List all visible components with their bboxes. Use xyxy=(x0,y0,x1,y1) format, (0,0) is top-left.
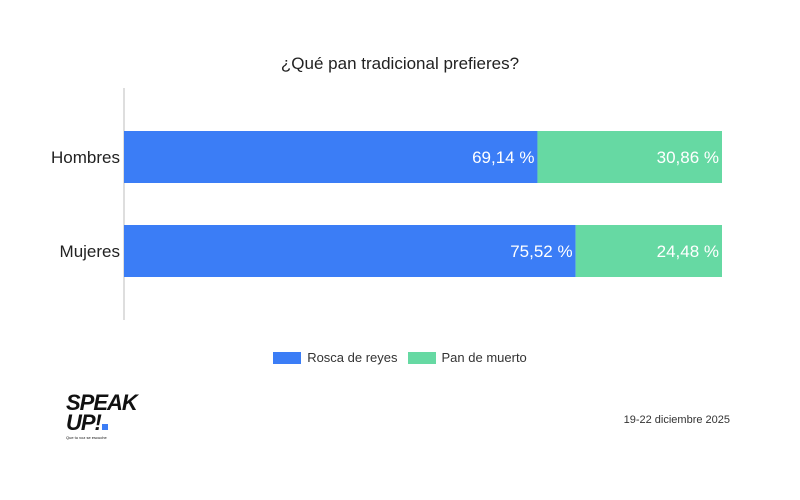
legend-item-rosca: Rosca de reyes xyxy=(273,350,398,365)
logo-line-2: UP! xyxy=(66,410,132,435)
chart-title: ¿Qué pan tradicional prefieres? xyxy=(280,54,520,73)
data-label-hombres-series-1: 30,86 % xyxy=(657,148,719,167)
logo-tagline: Que tu voz se escuche xyxy=(66,435,107,440)
bar-hombres-series-0 xyxy=(124,131,538,183)
legend-swatch-pan-muerto xyxy=(407,351,436,364)
category-label-hombres: Hombres xyxy=(51,148,120,167)
legend-swatch-rosca xyxy=(273,351,302,364)
data-label-hombres-series-0: 69,14 % xyxy=(472,148,534,167)
logo-dot-icon xyxy=(101,424,108,430)
bar-hombres-series-1 xyxy=(537,131,722,183)
survey-date: 19-22 diciembre 2025 xyxy=(623,414,730,426)
logo-line-1: SPEAK xyxy=(66,390,138,415)
category-label-mujeres: Mujeres xyxy=(60,242,120,261)
data-label-mujeres-series-1: 24,48 % xyxy=(657,242,719,261)
legend-label-pan-muerto: Pan de muerto xyxy=(441,350,527,365)
legend: Rosca de reyes Pan de muerto xyxy=(0,350,800,365)
legend-label-rosca: Rosca de reyes xyxy=(307,350,398,365)
bar-mujeres-series-0 xyxy=(124,225,576,277)
legend-item-pan-muerto: Pan de muerto xyxy=(407,350,527,365)
data-label-mujeres-series-0: 75,52 % xyxy=(510,242,572,261)
logo-line-2-text: UP! xyxy=(66,410,102,435)
bar-mujeres-series-1 xyxy=(575,225,722,277)
speak-up-logo: SPEAK UP! Que tu voz se escuche xyxy=(66,390,138,449)
